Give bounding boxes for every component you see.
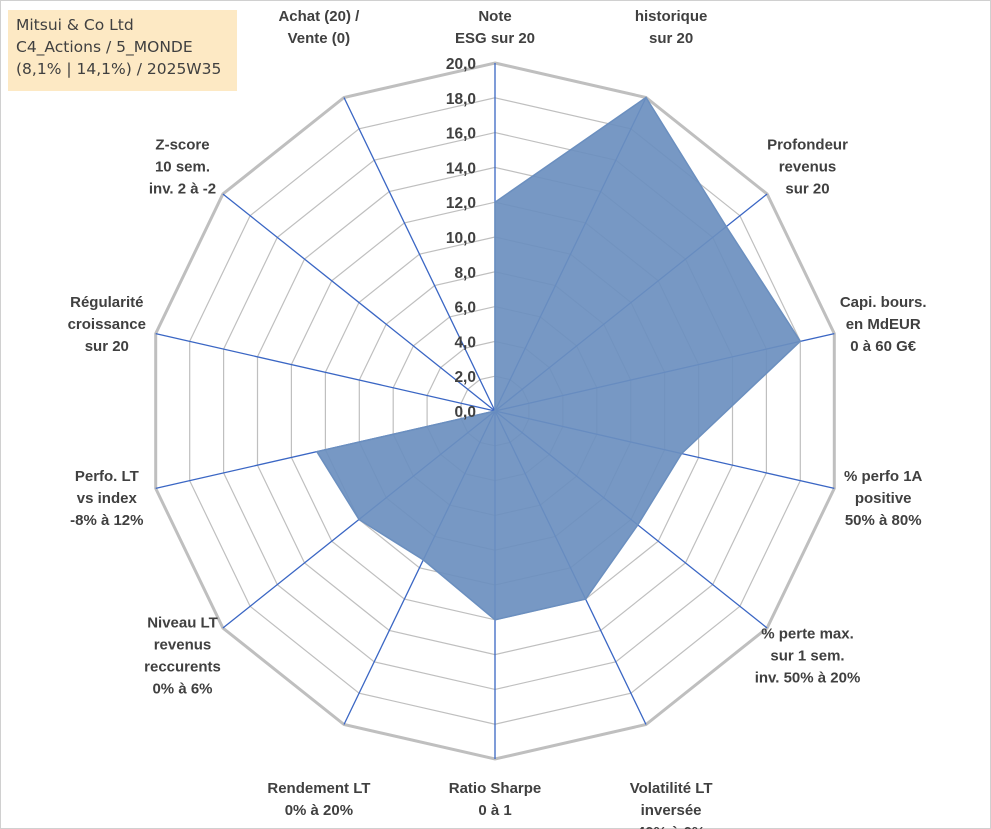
axis-label-line: Profondeur <box>631 0 712 3</box>
axis-label-line: Capi. bours. <box>840 294 927 311</box>
axis-label-line: Rendement LT <box>267 780 370 797</box>
axis-label-line: historique <box>635 8 708 25</box>
axis-label-line: Perfo. LT <box>75 468 139 485</box>
axis-label-line: -8% à 12% <box>70 512 143 529</box>
axis-label-line: sur 20 <box>785 181 829 198</box>
axis-label: Profondeur revenus sur 20 <box>767 137 848 198</box>
info-box: Mitsui & Co Ltd C4_Actions / 5_MONDE (8,… <box>8 10 237 91</box>
info-stats: (8,1% | 14,1%) / 2025W35 <box>16 60 222 78</box>
info-company-name: Mitsui & Co Ltd <box>16 16 134 34</box>
axis-label-line: revenus <box>154 636 212 653</box>
axis-label-line: Momentum <box>279 0 359 3</box>
axis-label-line: Vente (0) <box>288 30 351 47</box>
axis-label-line: en MdEUR <box>846 316 921 333</box>
axis-label-line: Achat (20) / <box>278 8 360 25</box>
axis-label-line: Profondeur <box>767 137 848 154</box>
tick-label: 8,0 <box>454 265 476 282</box>
axis-label-line: Volatilité LT <box>630 780 713 797</box>
data-series-area <box>315 96 802 621</box>
axis-label: Momentum Achat (20) / Vente (0) <box>278 0 360 47</box>
axis-label-line: ESG sur 20 <box>455 30 535 47</box>
data-layer <box>315 96 802 621</box>
axis-label-line: Note <box>478 8 511 25</box>
axis-label-layer: Note ESG sur 20 Profondeur historique sur 20… <box>68 0 927 829</box>
tick-label: 14,0 <box>446 160 476 177</box>
tick-label: 12,0 <box>446 195 476 212</box>
axis-label-line: 50% à 80% <box>845 512 922 529</box>
tick-label: 20,0 <box>446 56 476 73</box>
axis-label: Régularité croissance sur 20 <box>68 294 146 355</box>
axis-label: Ratio Sharpe 0 à 1 <box>449 780 542 819</box>
axis-label-line: % perte max. <box>761 625 854 642</box>
tick-label: 0,0 <box>454 404 476 421</box>
axis-label-line: sur 20 <box>649 30 693 47</box>
tick-label: 6,0 <box>454 300 476 317</box>
axis-label-line: vs index <box>77 490 138 507</box>
axis-label-line: inversée <box>641 802 702 819</box>
axis-label-line: croissance <box>68 316 146 333</box>
axis-label-line: Niveau LT <box>147 614 218 631</box>
axis-label-line: Z-score <box>155 137 209 154</box>
axis-label: % perte max. sur 1 sem. inv. 50% à 20% <box>755 625 861 686</box>
axis-label-line: positive <box>855 490 912 507</box>
tick-label: 4,0 <box>454 334 476 351</box>
axis-label: Rendement LT 0% à 20% <box>267 780 370 819</box>
axis-label-line: Régularité <box>70 294 143 311</box>
axis-label-line: 0% à 20% <box>285 802 353 819</box>
axis-label: Niveau LT revenus reccurents 0% à 6% <box>144 614 221 697</box>
axis-label: Note ESG sur 20 <box>455 8 535 47</box>
axis-label: Z-score 10 sem. inv. 2 à -2 <box>149 137 216 198</box>
axis-label-line: sur 20 <box>85 338 129 355</box>
axis-label-line: reccurents <box>144 658 221 675</box>
axis-label: Profondeur historique sur 20 <box>631 0 712 47</box>
axis-label-line: 0 à 60 G€ <box>850 338 917 355</box>
axis-spoke <box>155 332 496 412</box>
axis-label-line: 40% à 0% <box>637 824 705 829</box>
info-category: C4_Actions / 5_MONDE <box>16 38 193 56</box>
axis-label: Volatilité LT inversée 40% à 0% <box>630 780 713 829</box>
tick-label: 16,0 <box>446 126 476 143</box>
axis-label: Capi. bours. en MdEUR 0 à 60 G€ <box>840 294 927 355</box>
tick-label-layer: 0,0 2,0 4,0 6,0 8,0 10,0 12,0 14,0 16,0 18,0 20,0 <box>446 56 476 421</box>
axis-label-line: inv. 2 à -2 <box>149 181 216 198</box>
axis-spoke <box>343 97 496 412</box>
axis-label: Perfo. LT vs index -8% à 12% <box>70 468 143 529</box>
axis-label-line: Ratio Sharpe <box>449 780 542 797</box>
axis-label-line: 10 sem. <box>155 159 210 176</box>
axis-label-line: % perfo 1A <box>844 468 923 485</box>
tick-label: 2,0 <box>454 369 476 386</box>
tick-label: 10,0 <box>446 230 476 247</box>
axis-spoke <box>222 193 496 412</box>
axis-label: % perfo 1A positive 50% à 80% <box>844 468 923 529</box>
axis-label-line: sur 1 sem. <box>770 647 844 664</box>
axis-label-line: 0 à 1 <box>478 802 511 819</box>
axis-label-line: inv. 50% à 20% <box>755 669 861 686</box>
axis-label-line: 0% à 6% <box>152 680 212 697</box>
axis-label-line: revenus <box>779 159 837 176</box>
tick-label: 18,0 <box>446 91 476 108</box>
